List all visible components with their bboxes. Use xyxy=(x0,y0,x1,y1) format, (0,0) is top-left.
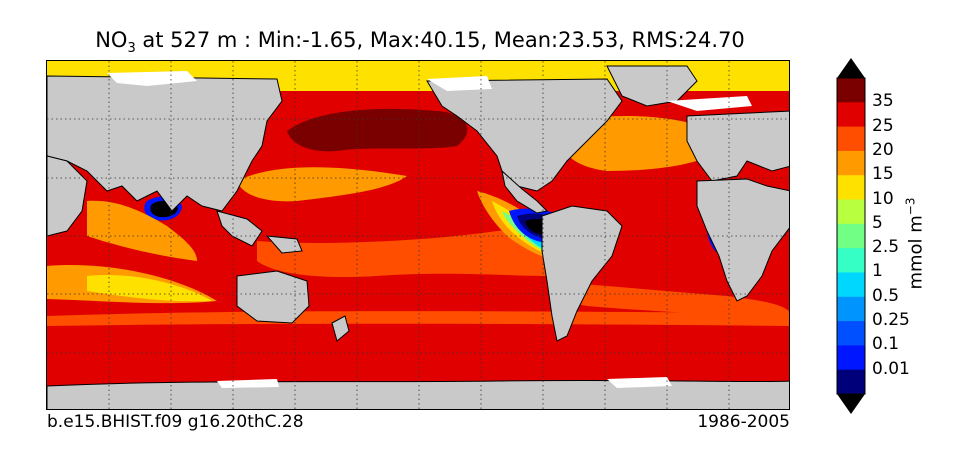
colorbar-unit-label: mmol m−3 xyxy=(903,197,927,290)
colorbar xyxy=(836,56,866,416)
map-title: NO3 at 527 m : Min:-1.65, Max:40.15, Mea… xyxy=(95,28,745,57)
ocean-map xyxy=(46,60,790,410)
colorbar-segment xyxy=(837,369,865,395)
colorbar-tick-label: 20 xyxy=(872,139,894,160)
colorbar-tick-label: 0.5 xyxy=(872,285,900,306)
colorbar-tick-label: 5 xyxy=(872,212,883,233)
colorbar-segment xyxy=(837,296,865,322)
colorbar-tick-label: 0.25 xyxy=(872,310,910,331)
case-name: b.e15.BHIST.f09 g16.20thC.28 xyxy=(47,412,304,432)
colorbar-segment xyxy=(837,102,865,128)
colorbar-segment xyxy=(837,321,865,346)
colorbar-tick-label: 15 xyxy=(872,164,894,185)
colorbar-tick-label: 0.1 xyxy=(872,334,900,355)
colorbar-segment xyxy=(837,126,865,152)
colorbar-segment xyxy=(837,223,865,249)
colorbar-segment xyxy=(837,345,865,371)
time-period: 1986-2005 xyxy=(697,412,790,432)
colorbar-outline xyxy=(836,77,866,395)
colorbar-segment xyxy=(837,78,865,103)
colorbar-segment xyxy=(837,199,865,225)
colorbar-segment xyxy=(837,248,865,273)
colorbar-bottom-arrow xyxy=(837,394,865,414)
colorbar-tick-label: 25 xyxy=(872,115,894,136)
colorbar-segment xyxy=(837,175,865,201)
colorbar-tick-label: 35 xyxy=(872,91,894,112)
colorbar-tick-label: 10 xyxy=(872,188,894,209)
colorbar-tick-label: 2.5 xyxy=(872,237,900,258)
colorbar-segment xyxy=(837,150,865,176)
colorbar-tick-label: 1 xyxy=(872,261,883,282)
colorbar-top-arrow xyxy=(837,58,865,78)
colorbar-segment xyxy=(837,272,865,298)
colorbar-tick-label: 0.01 xyxy=(872,358,910,379)
